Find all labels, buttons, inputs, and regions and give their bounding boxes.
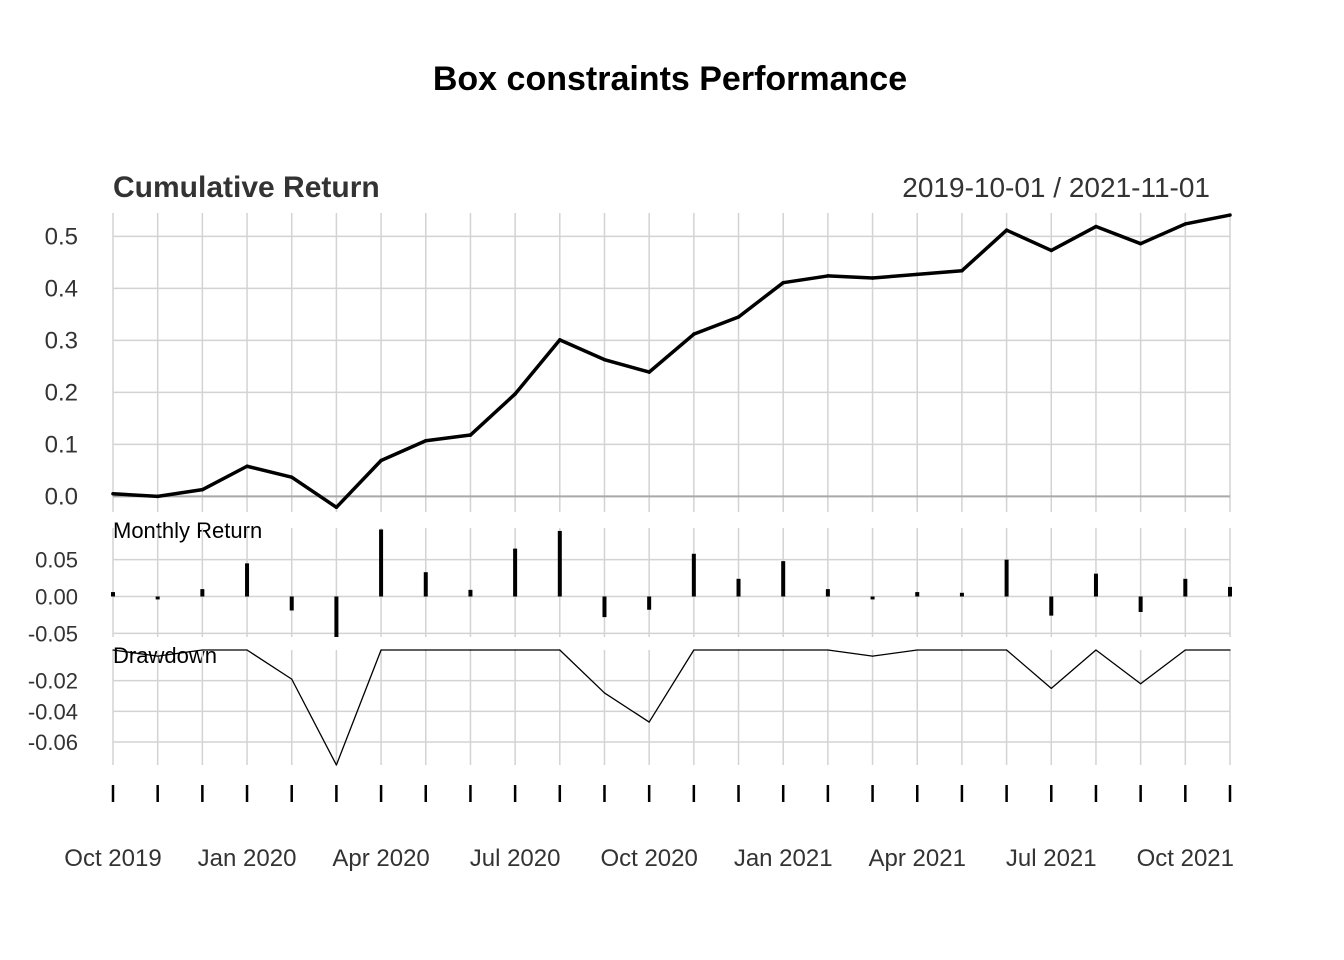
- cumulative-return-segment: [558, 338, 607, 362]
- monthly-return-bar: [647, 596, 652, 610]
- drawdown-segment: [603, 692, 650, 723]
- x-tick-label: Jan 2021: [734, 845, 833, 872]
- cumulative-return-segment: [245, 464, 294, 479]
- monthly-return-bar: [1049, 596, 1054, 616]
- cumulative-return-segment: [111, 492, 160, 499]
- chart-title: Box constraints Performance: [433, 60, 907, 98]
- drawdown-segment: [246, 649, 293, 680]
- monthly-return-bar: [959, 592, 964, 597]
- drawdown-segment: [335, 649, 382, 766]
- cumulative-return-segment: [1049, 224, 1098, 253]
- cumulative-return-segment: [602, 357, 651, 374]
- monthly-return-bar: [245, 563, 250, 597]
- monthly-return-bar: [736, 578, 741, 597]
- monthly-return-bar: [691, 553, 696, 597]
- monthly-return-bar: [1093, 573, 1098, 597]
- monthly-return-bar: [334, 596, 339, 637]
- cumulative-return-segment: [1004, 228, 1054, 253]
- cumulative-return-segment: [692, 315, 741, 336]
- y-tick-label: 0.3: [45, 327, 78, 354]
- monthly-return-bar: [379, 529, 384, 597]
- drawdown-segment: [1050, 649, 1097, 689]
- monthly-return-bar: [915, 592, 920, 597]
- drawdown-segment: [291, 678, 338, 766]
- monthly-return-bar: [781, 561, 786, 597]
- grid-lines: [112, 213, 1231, 765]
- x-tick-label: Jul 2020: [470, 845, 561, 872]
- drawdown-segment: [871, 649, 918, 657]
- x-tick-label: Apr 2020: [332, 845, 429, 872]
- cumulative-panel-title: Cumulative Return: [113, 171, 380, 204]
- y-tick-label: -0.04: [28, 699, 78, 724]
- cumulative-return-segment: [334, 458, 383, 510]
- drawdown-segment: [648, 649, 695, 723]
- monthly-return-bar: [1138, 596, 1143, 612]
- drawdown-segment: [157, 649, 204, 657]
- y-tick-label: 0.5: [45, 223, 78, 250]
- cumulative-return-segment: [870, 272, 919, 280]
- monthly-return-bar: [602, 596, 607, 618]
- monthly-return-bar: [200, 589, 205, 597]
- cumulative-return-segment: [379, 439, 428, 463]
- y-tick-label: -0.06: [28, 730, 78, 755]
- cumulative-return-segment: [200, 464, 249, 492]
- drawdown-segment: [1005, 649, 1052, 689]
- monthly-return-bar: [513, 548, 518, 597]
- y-tick-label: 0.05: [35, 548, 78, 573]
- cumulative-return-segment: [915, 268, 964, 277]
- x-tick-label: Apr 2021: [869, 845, 966, 872]
- cumulative-return-segment: [647, 332, 696, 374]
- cumulative-return-segment: [1094, 224, 1143, 246]
- cumulative-return-segment: [468, 392, 517, 437]
- monthly-return-bar: [1004, 559, 1009, 597]
- drawdown-segment: [1139, 649, 1186, 685]
- cumulative-return-segment: [736, 280, 785, 319]
- drawdown-segment: [112, 649, 159, 657]
- cumulative-return-segment: [1138, 222, 1188, 246]
- drawdown-segment: [559, 649, 606, 694]
- monthly-return-bar: [423, 572, 428, 597]
- monthly-return-bar: [468, 589, 473, 597]
- y-tick-label: 0.0: [45, 483, 78, 510]
- y-tick-label: -0.02: [28, 669, 78, 694]
- monthly-return-bar: [1228, 586, 1232, 597]
- y-tick-label: 0.2: [45, 379, 78, 406]
- cumulative-return-segment: [826, 274, 875, 280]
- y-tick-label: 0.4: [45, 275, 78, 302]
- x-tick-label: Jan 2020: [198, 845, 297, 872]
- monthly-return-bar: [111, 592, 115, 597]
- cumulative-return-segment: [155, 487, 205, 499]
- x-tick-label: Jul 2021: [1006, 845, 1097, 872]
- cumulative-return-segment: [424, 433, 473, 443]
- y-tick-label: 0.1: [45, 431, 78, 458]
- monthly-panel-title: Monthly Return: [113, 518, 262, 543]
- cumulative-return-segment: [289, 475, 339, 510]
- monthly-return-bar: [557, 530, 562, 597]
- monthly-return-bar: [155, 596, 160, 600]
- monthly-return-bar: [289, 596, 294, 611]
- monthly-return-bar: [870, 596, 875, 600]
- monthly-return-bar: [825, 589, 830, 597]
- cumulative-return-segment: [1183, 213, 1232, 226]
- drawdown-segment: [1095, 649, 1142, 685]
- y-tick-label: 0.00: [35, 584, 78, 609]
- x-tick-label: Oct 2020: [600, 845, 697, 872]
- axes: 0.0 0.1 0.2 0.3 0.4 0.5 -0.05 0.00 0.05 -0.02 -0.0…: [28, 223, 1234, 872]
- chart-marks: [111, 213, 1232, 766]
- date-range-label: 2019-10-01 / 2021-11-01: [902, 172, 1210, 203]
- cumulative-return-segment: [960, 228, 1009, 273]
- y-tick-label: -0.05: [28, 621, 78, 646]
- x-tick-label: Oct 2021: [1137, 845, 1234, 872]
- drawdown-segment: [827, 649, 874, 657]
- x-tick-label: Oct 2019: [64, 845, 161, 872]
- monthly-return-bar: [1183, 578, 1188, 597]
- cumulative-return-segment: [513, 338, 562, 396]
- cumulative-return-segment: [781, 274, 830, 285]
